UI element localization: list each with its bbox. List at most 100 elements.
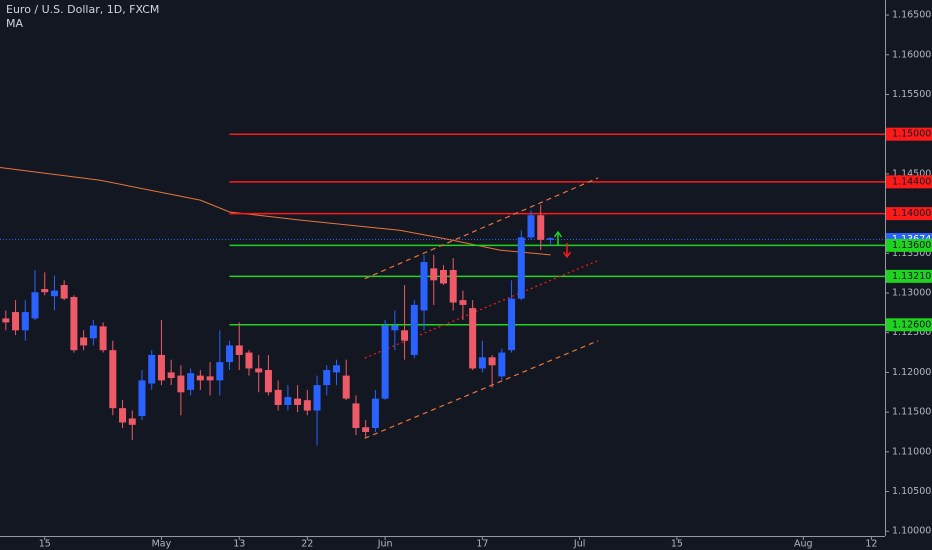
y-tick-label: 1.10000 (892, 526, 931, 537)
candle-body (527, 215, 535, 238)
candle-body (371, 398, 379, 429)
moving-average (0, 167, 551, 256)
level-label: 1.13600 (892, 240, 931, 251)
candle-body (488, 357, 496, 366)
x-tick-label: 12 (865, 539, 877, 550)
candle-body (148, 354, 156, 384)
candle-body (313, 385, 321, 411)
candle-body (119, 408, 127, 423)
level-label: 1.14400 (892, 176, 931, 187)
candle-body (2, 318, 10, 323)
arrow-up-head (553, 230, 563, 238)
candle-body (128, 418, 136, 425)
candle-body (41, 289, 49, 293)
candle-body (109, 350, 117, 409)
candle-body (517, 237, 525, 299)
x-tick-label: Jun (377, 539, 393, 550)
level-label: 1.12600 (892, 319, 931, 330)
y-tick-label: 1.12500 (892, 327, 931, 338)
candle-body (70, 296, 78, 351)
candle-body (80, 337, 88, 346)
candle-body (352, 403, 360, 429)
plot-area (0, 133, 885, 446)
candle-body (469, 308, 477, 369)
candle-body (50, 290, 58, 297)
indicator-name: MA (6, 17, 23, 30)
x-tick-label: 15 (671, 539, 683, 550)
candle-body (157, 354, 165, 381)
level-box (886, 238, 932, 252)
x-tick-label: 13 (233, 539, 245, 550)
candle-body (255, 368, 263, 373)
candle-body (206, 376, 214, 381)
y-tick-label: 1.12000 (892, 367, 931, 378)
candle-body (410, 304, 418, 355)
candle-body (196, 375, 204, 381)
candle-body (167, 372, 175, 378)
arrow-down-head (562, 251, 572, 259)
x-tick-label: 22 (301, 539, 313, 550)
candle-body (449, 269, 457, 303)
candle-body (99, 326, 107, 351)
y-tick-label: 1.11000 (892, 446, 931, 457)
candle-body (138, 380, 146, 417)
level-box (886, 127, 932, 141)
candle-body (21, 312, 29, 331)
y-tick-label: 1.13000 (892, 288, 931, 299)
x-tick-label: 15 (39, 539, 51, 550)
x-tick-label: Aug (794, 539, 813, 550)
signal-arrows (553, 230, 572, 259)
trendline (364, 259, 599, 359)
y-tick-label: 1.13500 (892, 248, 931, 259)
trendline (364, 340, 599, 439)
candle-body (245, 352, 253, 369)
candle-body (381, 325, 389, 399)
candle-body (391, 325, 399, 331)
x-tick-label: 17 (476, 539, 488, 550)
candle-body (332, 365, 340, 373)
candle-body (274, 389, 282, 405)
y-tick-label: 1.16500 (892, 10, 931, 21)
candle-body (226, 345, 234, 363)
y-tick-label: 1.14500 (892, 168, 931, 179)
trendline (364, 177, 599, 280)
candle-body (362, 427, 370, 432)
y-tick-label: 1.16000 (892, 49, 931, 60)
candle-body (60, 285, 68, 299)
x-tick-label: May (152, 539, 172, 550)
candle-body (303, 400, 311, 411)
candle-body (264, 370, 272, 393)
level-box (886, 269, 932, 283)
candle-body (187, 373, 195, 390)
candle-body (498, 352, 506, 377)
candle-body (177, 375, 185, 393)
candle-body (31, 292, 39, 319)
x-tick-label: Jul (573, 539, 585, 550)
candle-body (459, 300, 467, 305)
candle-body (284, 397, 292, 405)
candle-body (537, 215, 545, 240)
candle-body (89, 325, 97, 339)
candle-body (216, 362, 224, 381)
candle-body (508, 298, 516, 351)
chart-title: Euro / U.S. Dollar, 1D, FXCM (6, 3, 159, 16)
level-box (886, 318, 932, 332)
candle-body (12, 312, 20, 331)
candle-body (235, 345, 243, 355)
y-tick-label: 1.11500 (892, 407, 931, 418)
y-tick-label: 1.15500 (892, 89, 931, 100)
candle-body (439, 269, 447, 284)
candle-body (323, 370, 331, 386)
level-label: 1.15000 (892, 129, 931, 140)
level-label: 1.13210 (892, 271, 931, 282)
level-box (886, 207, 932, 221)
candle-body (294, 398, 302, 405)
candle-body (430, 268, 438, 281)
candle-body (546, 238, 554, 240)
y-tick-label: 1.10500 (892, 486, 931, 497)
level-label: 1.14000 (892, 208, 931, 219)
candle-body (342, 375, 350, 399)
candle-body (401, 330, 409, 341)
